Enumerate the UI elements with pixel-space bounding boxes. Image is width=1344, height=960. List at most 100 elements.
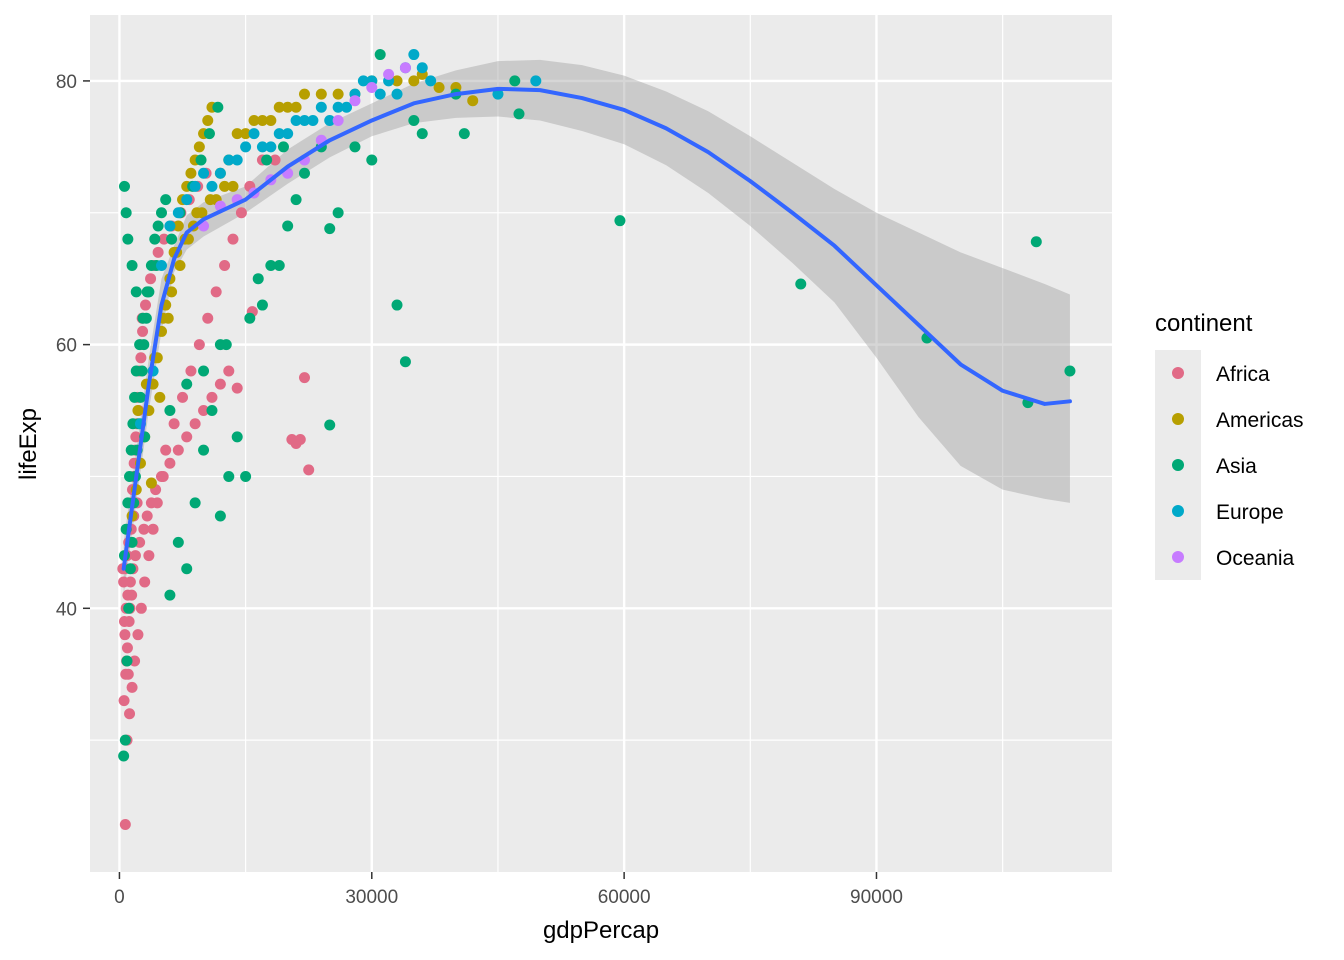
point-asia [137,312,149,324]
point-africa [140,299,152,311]
point-europe [530,75,542,87]
y-tick-label: 60 [56,336,77,357]
point-asia [134,339,146,351]
point-europe [189,180,201,192]
point-europe [332,101,344,113]
point-africa [138,523,150,535]
point-africa [185,365,197,377]
point-africa [119,629,131,641]
point-africa [145,497,157,509]
point-europe [181,194,193,206]
point-asia [118,750,130,762]
point-asia [130,286,142,298]
point-americas [174,260,186,272]
point-africa [139,576,151,588]
point-asia [509,75,521,87]
point-asia [152,220,164,232]
point-europe [231,154,243,166]
point-africa [126,681,138,693]
point-africa [129,550,141,562]
point-asia [123,602,135,614]
point-africa [137,325,149,337]
point-asia [206,405,218,417]
point-africa [143,550,155,562]
point-africa [172,444,184,456]
point-africa [145,273,157,285]
x-tick-label: 0 [114,887,125,908]
point-oceania [366,82,378,94]
point-asia [124,470,136,482]
point-africa [152,246,164,258]
point-africa [118,695,130,707]
legend-key-europe [1172,505,1184,517]
point-asia [282,220,294,232]
point-asia [614,215,626,227]
legend-key-americas [1172,413,1184,425]
point-americas [265,114,277,126]
point-africa [158,233,170,245]
legend-key-asia [1172,459,1184,471]
point-oceania [332,114,344,126]
point-asia [324,419,336,431]
point-africa [135,352,147,364]
point-asia [231,431,243,443]
point-africa [198,405,210,417]
smooth-trend-line [121,86,1072,571]
point-asia [181,563,193,575]
point-africa [219,260,231,272]
point-asia [214,510,226,522]
point-americas [145,477,157,489]
point-africa [168,418,180,430]
point-asia [416,128,428,140]
point-europe [391,88,403,100]
point-americas [185,167,197,179]
point-asia [366,154,378,166]
point-asia [290,194,302,206]
point-europe [307,114,319,126]
point-americas [204,194,216,206]
point-africa [160,444,172,456]
x-tick-label: 90000 [850,887,903,908]
point-europe [273,128,285,140]
confidence-band [123,59,1070,596]
point-europe [223,154,235,166]
point-asia [214,339,226,351]
x-tick-label: 60000 [598,887,651,908]
point-americas [433,82,445,94]
point-americas [408,75,420,87]
point-asia [332,207,344,219]
point-asia [212,101,224,113]
point-americas [332,88,344,100]
legend-title: continent [1155,310,1253,337]
point-europe [282,128,294,140]
point-asia [130,365,142,377]
point-europe [315,101,327,113]
point-africa [202,312,214,324]
point-asia [298,167,310,179]
legend-label-americas: Americas [1216,409,1304,432]
point-americas [240,128,252,140]
point-americas [154,391,166,403]
point-americas [132,405,144,417]
point-americas [282,101,294,113]
point-asia [324,223,336,235]
point-africa [231,382,243,394]
minor-gridlines [90,15,1112,872]
point-europe [425,75,437,87]
point-africa [164,457,176,469]
point-africa [129,655,141,667]
point-africa [193,339,205,351]
point-europe [374,88,386,100]
y-tick-label: 40 [56,599,77,620]
point-americas [231,128,243,140]
y-tick-label: 80 [56,72,77,93]
point-europe [198,167,210,179]
legend-key-oceania [1172,551,1184,563]
point-americas [166,286,178,298]
legend-label-europe: Europe [1216,501,1284,524]
point-africa [134,536,146,548]
point-africa [121,642,133,654]
point-asia [124,563,136,575]
point-asia [265,260,277,272]
point-asia [129,391,141,403]
